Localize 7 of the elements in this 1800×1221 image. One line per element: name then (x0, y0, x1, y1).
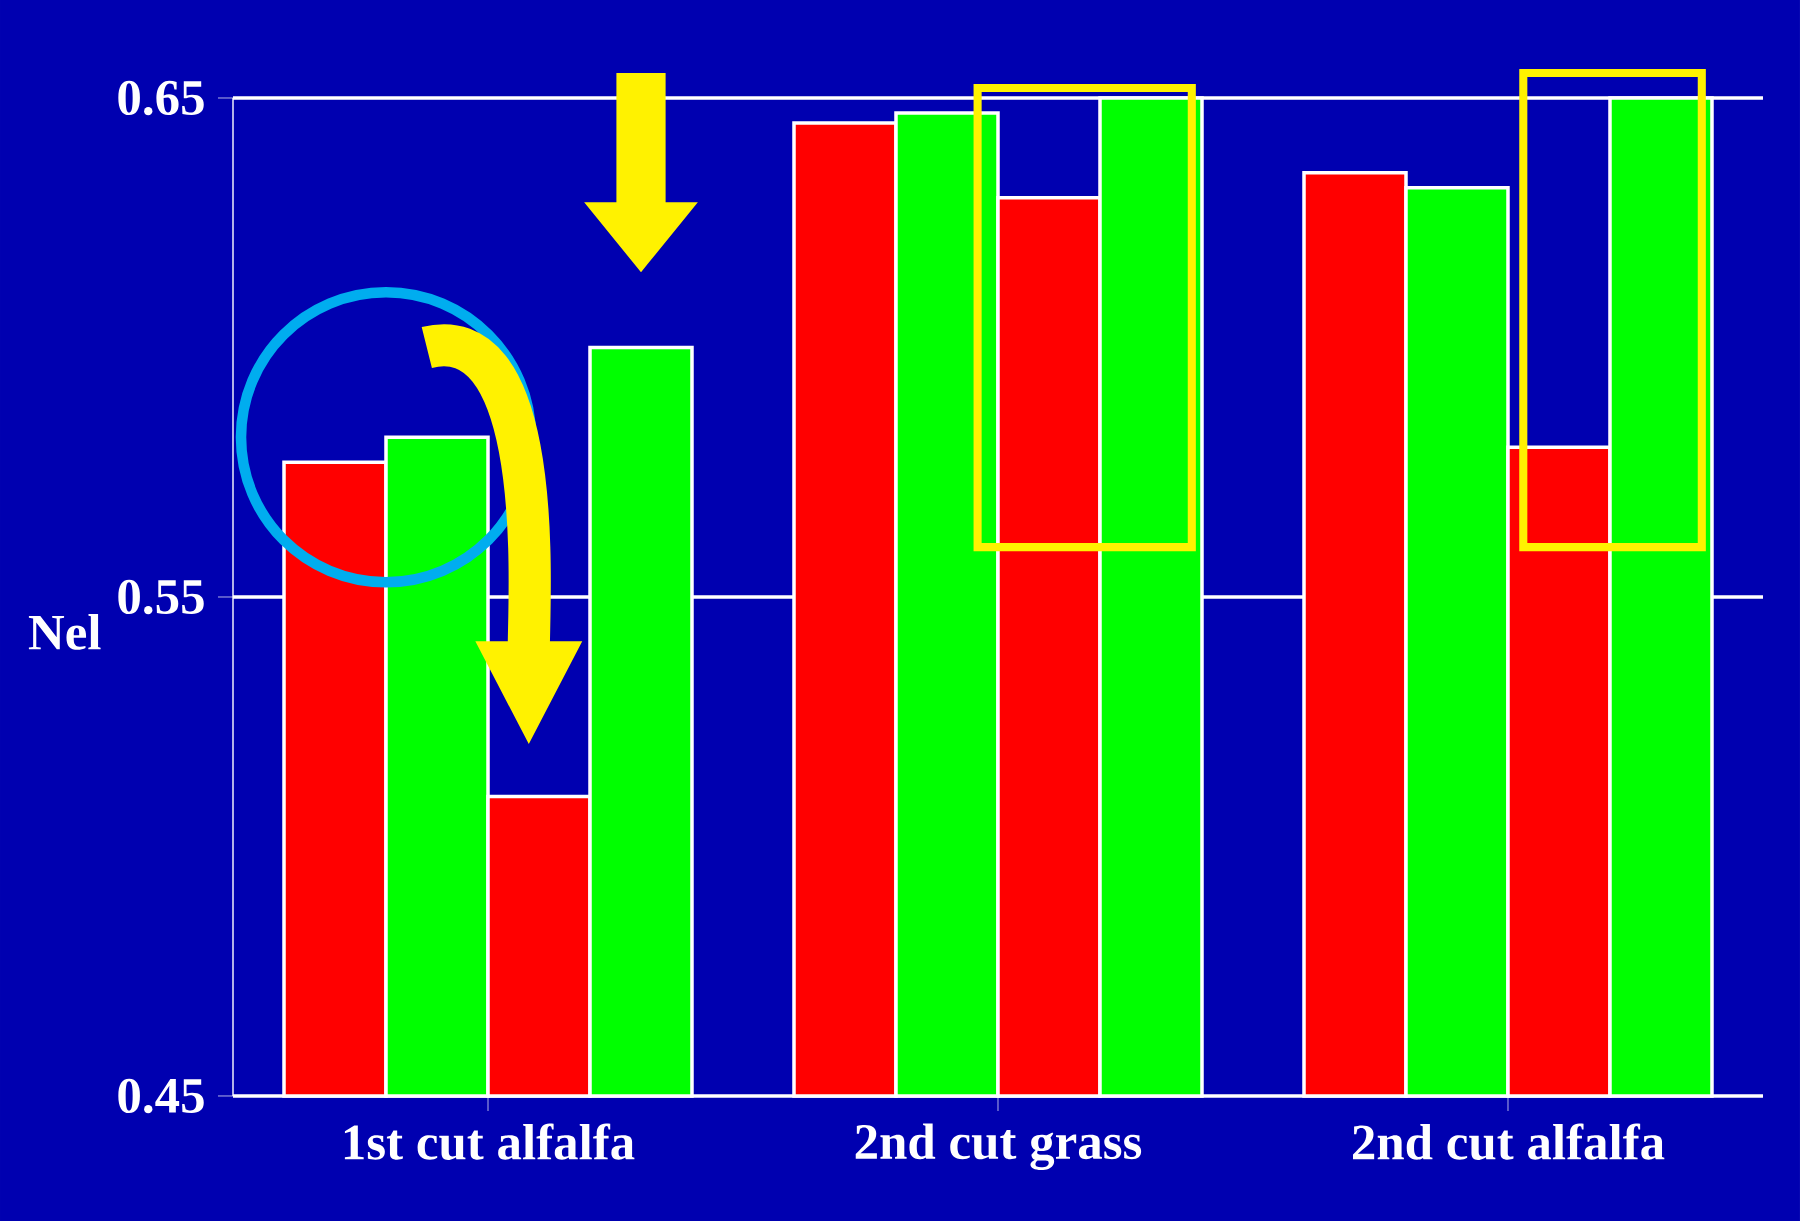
y-axis-title: Nel (28, 613, 101, 650)
y-tick-label: 0.65 (118, 80, 204, 116)
y-tick-label: 0.45 (118, 1078, 204, 1114)
x-tick-label: 2nd cut alfalfa (1353, 1123, 1665, 1160)
y-tick-label: 0.55 (118, 579, 204, 615)
x-tick-label: 2nd cut grass (855, 1123, 1142, 1171)
x-tick-label: 1st cut alfalfa (344, 1123, 635, 1160)
